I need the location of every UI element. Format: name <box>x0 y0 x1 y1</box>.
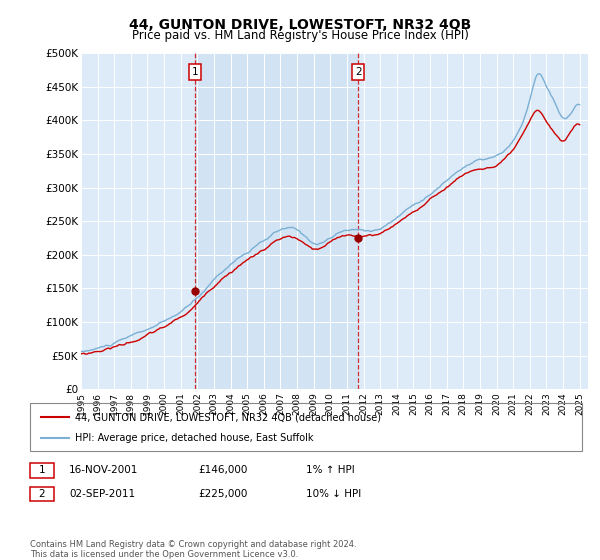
Text: £146,000: £146,000 <box>198 465 247 475</box>
Text: 1% ↑ HPI: 1% ↑ HPI <box>306 465 355 475</box>
Text: Contains HM Land Registry data © Crown copyright and database right 2024.
This d: Contains HM Land Registry data © Crown c… <box>30 540 356 559</box>
Text: 44, GUNTON DRIVE, LOWESTOFT, NR32 4QB: 44, GUNTON DRIVE, LOWESTOFT, NR32 4QB <box>129 18 471 32</box>
Text: £225,000: £225,000 <box>198 489 247 499</box>
Text: HPI: Average price, detached house, East Suffolk: HPI: Average price, detached house, East… <box>75 433 314 444</box>
Text: 10% ↓ HPI: 10% ↓ HPI <box>306 489 361 499</box>
Text: Price paid vs. HM Land Registry's House Price Index (HPI): Price paid vs. HM Land Registry's House … <box>131 29 469 42</box>
Bar <box>196 53 358 389</box>
Text: 1: 1 <box>192 67 199 77</box>
Text: 2: 2 <box>38 489 46 499</box>
Text: 2: 2 <box>355 67 361 77</box>
Text: 1: 1 <box>38 465 46 475</box>
Text: 16-NOV-2001: 16-NOV-2001 <box>69 465 139 475</box>
Text: 44, GUNTON DRIVE, LOWESTOFT, NR32 4QB (detached house): 44, GUNTON DRIVE, LOWESTOFT, NR32 4QB (d… <box>75 412 381 422</box>
Text: 02-SEP-2011: 02-SEP-2011 <box>69 489 135 499</box>
